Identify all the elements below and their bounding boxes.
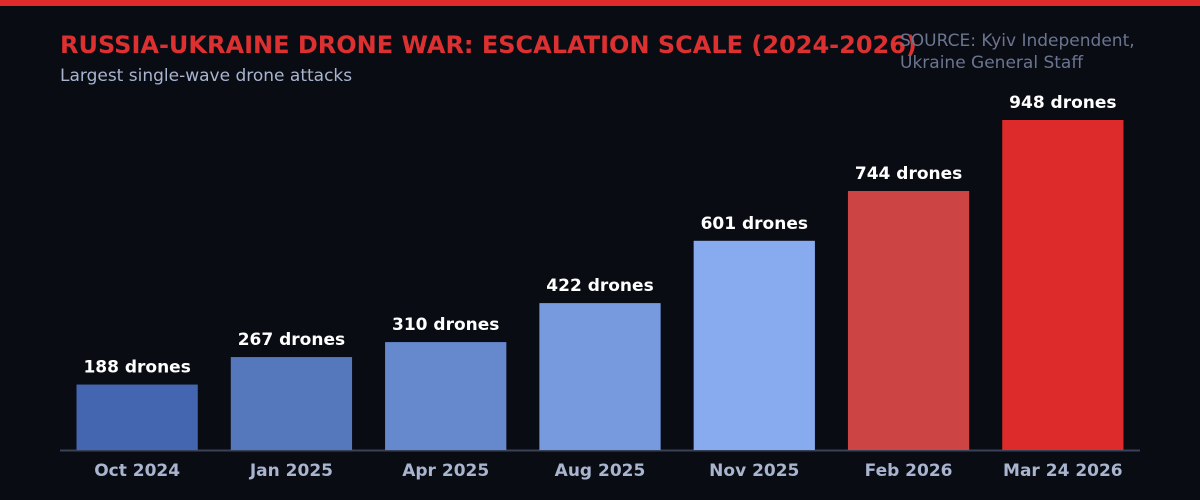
x-tick-label: Oct 2024 — [94, 461, 180, 481]
value-label: 310 drones — [392, 315, 499, 335]
x-tick-label: Apr 2025 — [402, 461, 489, 481]
value-label: 422 drones — [546, 276, 653, 296]
value-label: 188 drones — [83, 358, 190, 378]
value-label: 601 drones — [701, 214, 808, 234]
value-label: 267 drones — [238, 330, 345, 350]
x-tick-label: Jan 2025 — [249, 461, 333, 481]
source-note: Ukraine General Staff — [900, 53, 1084, 73]
bar — [230, 357, 353, 450]
bar — [385, 342, 507, 450]
value-label: 948 drones — [1009, 93, 1116, 113]
bar — [1002, 120, 1124, 450]
x-tick-label: Feb 2026 — [865, 461, 953, 481]
bar — [539, 303, 661, 450]
value-label: 744 drones — [855, 164, 962, 184]
chart-title: RUSSIA-UKRAINE DRONE WAR: ESCALATION SCA… — [60, 31, 917, 59]
bar — [693, 240, 815, 450]
source-note: SOURCE: Kyiv Independent, — [900, 31, 1135, 51]
x-tick-label: Aug 2025 — [555, 461, 646, 481]
x-tick-label: Nov 2025 — [709, 461, 799, 481]
x-tick-label: Mar 24 2026 — [1003, 461, 1123, 481]
bar — [847, 191, 970, 450]
chart-subtitle: Largest single-wave drone attacks — [60, 66, 352, 86]
bar — [76, 384, 198, 450]
top-stripe — [0, 0, 1200, 6]
